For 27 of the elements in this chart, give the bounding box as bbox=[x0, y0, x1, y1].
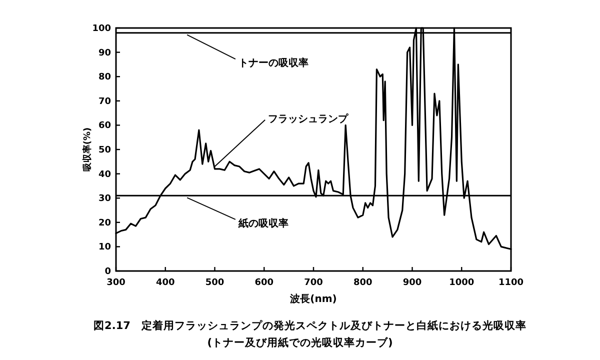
x-tick-label: 600 bbox=[254, 278, 274, 288]
y-tick-label: 30 bbox=[98, 194, 111, 204]
x-tick-label: 1100 bbox=[498, 278, 524, 288]
y-tick-label: 100 bbox=[92, 24, 111, 34]
x-tick-label: 800 bbox=[353, 278, 372, 288]
x-tick-label: 400 bbox=[156, 278, 175, 288]
text: (トナー及び用紙での光吸収率カーブ) bbox=[207, 336, 393, 349]
y-tick-label: 80 bbox=[98, 72, 111, 83]
x-axis-title: 波長(nm) bbox=[289, 293, 337, 305]
x-tick-label: 300 bbox=[106, 278, 126, 288]
y-tick-label: 60 bbox=[98, 121, 111, 132]
y-tick-label: 40 bbox=[98, 170, 111, 180]
ref-line-label: トナーの吸収率 bbox=[238, 57, 308, 70]
x-tick-label: 1000 bbox=[449, 278, 474, 288]
y-tick-label: 90 bbox=[98, 48, 111, 58]
y-axis-title: 吸収率(%) bbox=[82, 127, 93, 172]
x-tick-label: 500 bbox=[205, 278, 224, 288]
y-tick-label: 0 bbox=[104, 267, 111, 277]
x-tick-label: 700 bbox=[304, 278, 323, 288]
text: 図2.17 定着用フラッシュランプの発光スペクトル及びトナーと白紙における光吸収率 bbox=[94, 319, 526, 332]
series-label: フラッシュランプ bbox=[268, 112, 350, 125]
y-tick-label: 20 bbox=[98, 218, 111, 228]
ref-line-label: 紙の吸収率 bbox=[237, 217, 288, 230]
x-tick-label: 900 bbox=[402, 278, 422, 288]
y-tick-label: 50 bbox=[98, 146, 111, 156]
y-tick-label: 70 bbox=[98, 96, 111, 107]
y-tick-label: 10 bbox=[98, 242, 111, 253]
